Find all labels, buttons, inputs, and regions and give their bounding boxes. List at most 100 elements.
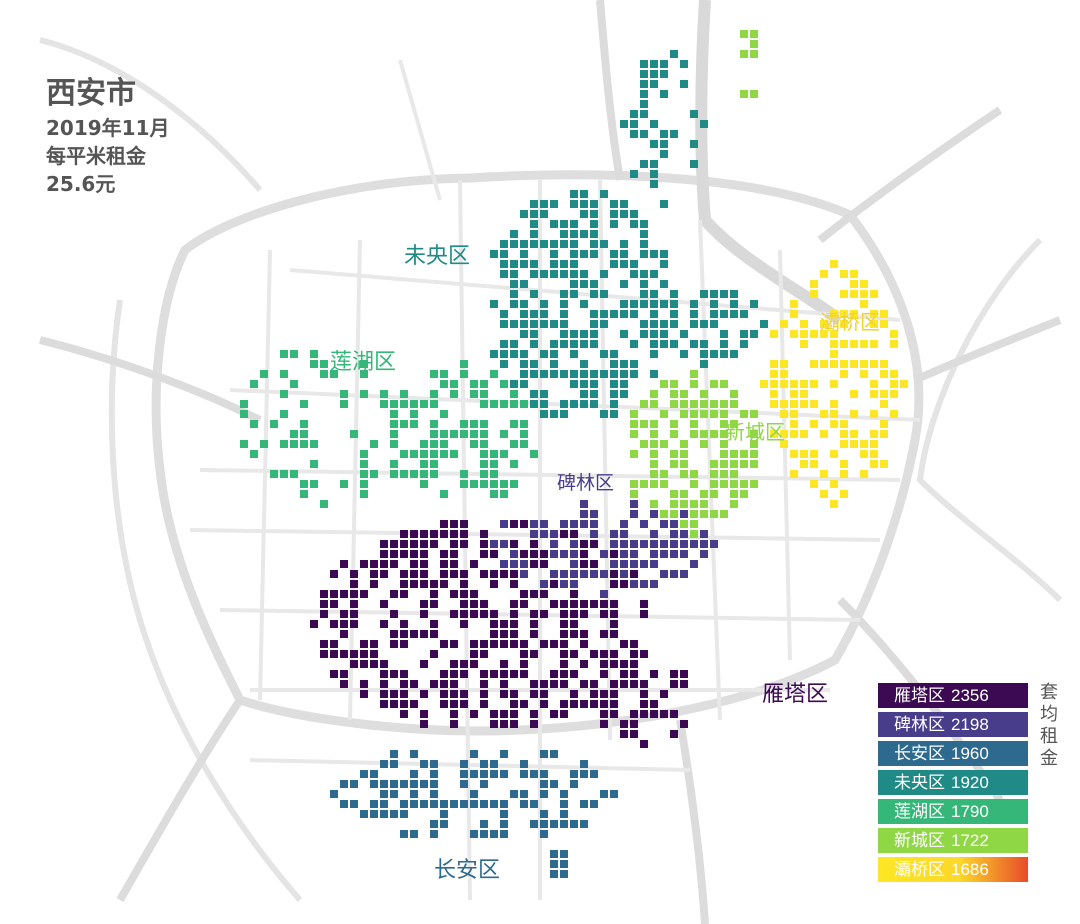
cell-yanta — [610, 680, 618, 688]
cell-weiyang — [540, 300, 548, 308]
cell-xincheng — [710, 460, 718, 468]
cell-lianhu — [270, 470, 278, 478]
cell-lianhu — [250, 380, 258, 388]
cell-weiyang — [550, 350, 558, 358]
cell-weiyang — [740, 340, 748, 348]
cell-weiyang — [630, 120, 638, 128]
cell-yanta — [510, 600, 518, 608]
cell-baqiao — [880, 370, 888, 378]
cell-baqiao — [810, 360, 818, 368]
cell-lianhu — [460, 430, 468, 438]
cell-xincheng — [710, 410, 718, 418]
cell-changan — [470, 800, 478, 808]
cell-lianhu — [290, 440, 298, 448]
cell-beilin — [620, 530, 628, 538]
cell-weiyang — [560, 300, 568, 308]
cell-lianhu — [450, 380, 458, 388]
cell-yanta — [360, 640, 368, 648]
cell-weiyang — [560, 400, 568, 408]
cell-yanta — [340, 650, 348, 658]
legend-row-yanta: 雁塔区 2356 — [878, 683, 1028, 708]
cell-weiyang — [680, 80, 688, 88]
cell-weiyang — [560, 310, 568, 318]
cell-yanta — [600, 700, 608, 708]
cell-yanta — [550, 600, 558, 608]
cell-baqiao — [770, 400, 778, 408]
cell-weiyang — [590, 370, 598, 378]
cell-beilin — [550, 530, 558, 538]
cell-baqiao — [830, 450, 838, 458]
cell-yanta — [550, 580, 558, 588]
cell-baqiao — [850, 280, 858, 288]
cell-changan — [430, 830, 438, 838]
cell-baqiao — [780, 400, 788, 408]
cell-beilin — [640, 540, 648, 548]
cell-lianhu — [310, 360, 318, 368]
cell-changan — [370, 810, 378, 818]
cell-yanta — [400, 710, 408, 718]
cell-xincheng — [700, 430, 708, 438]
cell-changan — [430, 780, 438, 788]
cell-lianhu — [430, 370, 438, 378]
cell-baqiao — [790, 420, 798, 428]
cell-lianhu — [510, 420, 518, 428]
cell-yanta — [410, 540, 418, 548]
cell-yanta — [430, 580, 438, 588]
cell-changan — [500, 770, 508, 778]
cell-yanta — [470, 560, 478, 568]
cell-yanta — [410, 700, 418, 708]
cell-xincheng — [720, 400, 728, 408]
cell-weiyang — [740, 330, 748, 338]
cell-weiyang — [680, 60, 688, 68]
cell-weiyang — [550, 220, 558, 228]
cell-changan — [540, 830, 548, 838]
cell-beilin — [700, 530, 708, 538]
cell-yanta — [640, 650, 648, 658]
highway-ne — [817, 106, 1003, 244]
cell-baqiao — [840, 270, 848, 278]
cell-baqiao — [890, 330, 898, 338]
cell-yanta — [350, 580, 358, 588]
cell-lianhu — [410, 400, 418, 408]
cell-changan — [560, 820, 568, 828]
cell-weiyang — [540, 390, 548, 398]
cell-lianhu — [490, 460, 498, 468]
cell-xincheng — [710, 480, 718, 488]
cell-weiyang — [620, 250, 628, 258]
cell-yanta — [330, 600, 338, 608]
cell-xincheng — [700, 440, 708, 448]
cell-changan — [560, 850, 568, 858]
cell-yanta — [340, 610, 348, 618]
cell-yanta — [650, 670, 658, 678]
cell-lianhu — [430, 460, 438, 468]
cell-yanta — [470, 600, 478, 608]
cell-yanta — [440, 520, 448, 528]
cell-changan — [360, 770, 368, 778]
city-title: 西安市 — [46, 76, 136, 111]
cell-yanta — [380, 540, 388, 548]
cell-yanta — [470, 590, 478, 598]
cell-beilin — [650, 530, 658, 538]
cell-weiyang — [580, 340, 588, 348]
cell-weiyang — [610, 400, 618, 408]
cell-baqiao — [800, 400, 808, 408]
highway-sw — [116, 697, 244, 902]
cell-yanta — [490, 720, 498, 728]
cell-baqiao — [820, 430, 828, 438]
cell-weiyang — [650, 340, 658, 348]
cell-baqiao — [830, 380, 838, 388]
cell-xincheng — [680, 440, 688, 448]
cell-xincheng — [690, 480, 698, 488]
cell-weiyang — [660, 340, 668, 348]
cell-yanta — [350, 620, 358, 628]
cell-weiyang — [600, 350, 608, 358]
label-yanta: 雁塔区 — [762, 682, 829, 707]
cell-xincheng — [730, 450, 738, 458]
cell-beilin — [620, 520, 628, 528]
cell-xincheng — [740, 490, 748, 498]
cell-changan — [520, 790, 528, 798]
cell-yanta — [450, 710, 458, 718]
cell-weiyang — [700, 290, 708, 298]
cell-yanta — [480, 600, 488, 608]
